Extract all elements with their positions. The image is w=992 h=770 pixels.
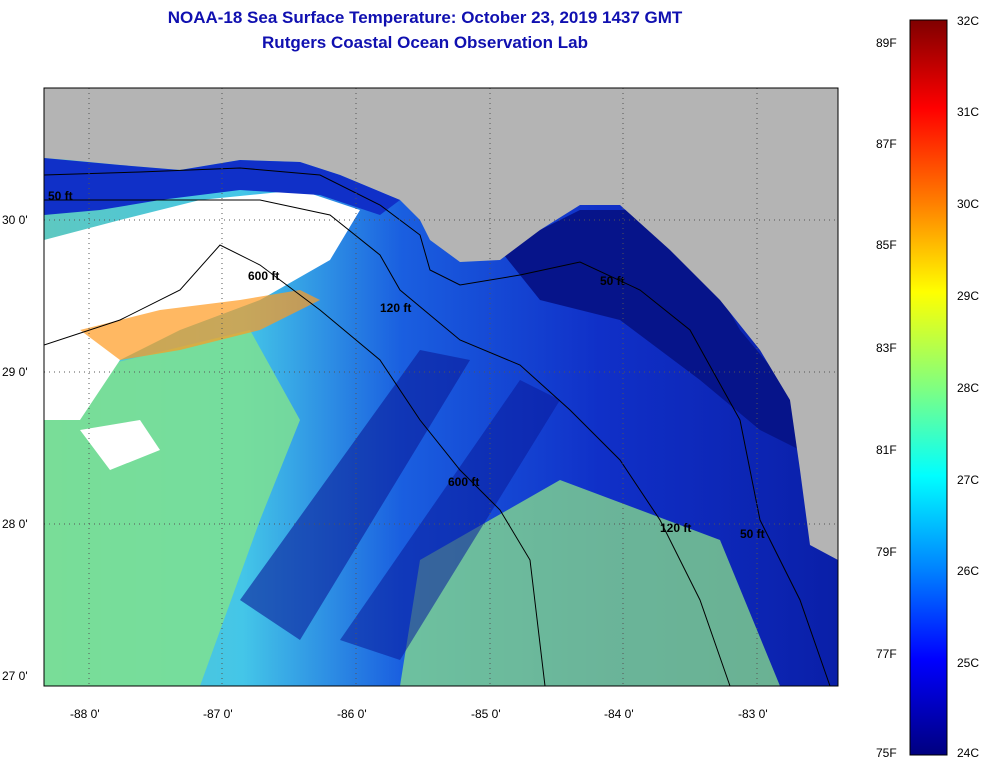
colorbar-c-label: 25C	[957, 656, 980, 670]
lat-label: 28 0'	[2, 517, 28, 531]
cloud-patch	[80, 420, 160, 470]
warm-cloud-edge	[80, 290, 320, 360]
lat-label: 27 0'	[2, 669, 28, 683]
colorbar-f-label: 81F	[876, 443, 897, 457]
colorbar-f-label: 77F	[876, 647, 897, 661]
colorbar-c-label: 30C	[957, 197, 980, 211]
cool-band-2	[340, 380, 560, 660]
colorbar-c-label: 29C	[957, 289, 980, 303]
colorbar	[909, 19, 948, 756]
colorbar-f-label: 83F	[876, 341, 897, 355]
contour-120ft	[44, 199, 731, 686]
colorbar-f-label: 87F	[876, 137, 897, 151]
colorbar-c-label: 31C	[957, 105, 980, 119]
cool-band	[240, 350, 470, 640]
lat-label: 29 0'	[2, 365, 28, 379]
lon-label: -83 0'	[738, 707, 768, 721]
contour-label: 600 ft	[248, 269, 279, 283]
colorbar-f-label: 75F	[876, 746, 897, 760]
cold-shelf-water	[500, 210, 800, 450]
contour-label: 120 ft	[380, 301, 411, 315]
contour-label: 50 ft	[740, 527, 765, 541]
contour-label: 120 ft	[660, 521, 691, 535]
colorbar-f-label: 85F	[876, 238, 897, 252]
contour-50ft	[44, 167, 831, 686]
lon-label: -86 0'	[337, 707, 367, 721]
contour-label: 600 ft	[448, 475, 479, 489]
lat-label: 30 0'	[2, 213, 28, 227]
lon-label: -84 0'	[604, 707, 634, 721]
colorbar-c-label: 24C	[957, 746, 980, 760]
contour-label: 50 ft	[600, 274, 625, 288]
warm-water-region-south	[400, 480, 780, 686]
contour-600ft	[44, 244, 546, 686]
lon-label: -87 0'	[203, 707, 233, 721]
map-frame	[43, 87, 839, 687]
colorbar-f-label: 89F	[876, 36, 897, 50]
map-title: NOAA-18 Sea Surface Temperature: October…	[167, 8, 683, 27]
map-subtitle: Rutgers Coastal Ocean Observation Lab	[262, 33, 588, 52]
warm-water-region	[44, 330, 300, 686]
land-mass	[44, 88, 838, 560]
lon-label: -85 0'	[471, 707, 501, 721]
colorbar-c-label: 27C	[957, 473, 980, 487]
lon-label: -88 0'	[70, 707, 100, 721]
colorbar-c-label: 28C	[957, 381, 980, 395]
colorbar-f-label: 79F	[876, 545, 897, 559]
colorbar-c-label: 26C	[957, 564, 980, 578]
colorbar-c-label: 32C	[957, 14, 980, 28]
contour-label: 50 ft	[48, 189, 73, 203]
